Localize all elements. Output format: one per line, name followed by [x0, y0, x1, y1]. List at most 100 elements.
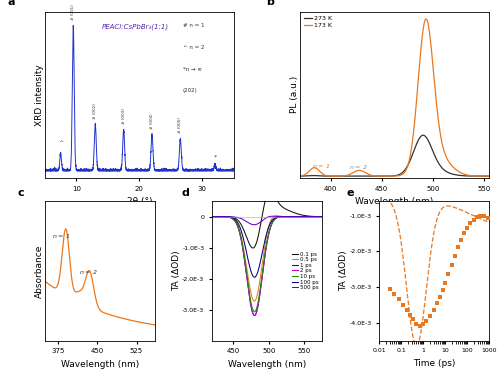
173 K — [380, 174, 386, 178]
Text: c: c — [17, 188, 24, 198]
0.1 ps — [319, 214, 325, 219]
Point — [470, 217, 478, 223]
Point — [426, 313, 434, 319]
Point — [441, 279, 449, 286]
500 ps — [319, 214, 325, 219]
273 K — [297, 174, 303, 178]
X-axis label: Time (ps): Time (ps) — [413, 359, 455, 368]
Point — [451, 252, 459, 259]
0.5 ps — [261, 248, 267, 252]
Text: b: b — [266, 0, 274, 7]
Text: # (001): # (001) — [71, 5, 75, 20]
Line: 0.5 ps: 0.5 ps — [212, 216, 325, 301]
Line: 10 ps: 10 ps — [212, 217, 325, 312]
100 ps — [261, 241, 267, 246]
Text: $n$ = 2: $n$ = 2 — [349, 163, 368, 171]
1 ps — [264, 238, 270, 243]
0.1 ps — [209, 214, 215, 219]
273 K — [346, 174, 352, 178]
2 ps — [261, 259, 267, 264]
Text: (202): (202) — [183, 88, 198, 93]
0.5 ps — [274, 214, 280, 218]
Text: $n$ = 2: $n$ = 2 — [79, 268, 98, 276]
0.5 ps — [264, 230, 270, 235]
1 ps — [251, 313, 257, 318]
1 ps — [282, 214, 288, 219]
Text: $n$ = 1: $n$ = 1 — [52, 231, 70, 240]
273 K — [467, 174, 473, 178]
2 ps — [298, 214, 304, 219]
1 ps — [322, 214, 328, 219]
Line: 500 ps: 500 ps — [212, 216, 325, 225]
100 ps — [209, 214, 215, 219]
Point — [439, 287, 447, 293]
100 ps — [298, 214, 304, 219]
Point — [419, 321, 427, 327]
1 ps — [298, 214, 304, 219]
0.5 ps — [209, 214, 215, 219]
100 ps — [251, 275, 257, 279]
2 ps — [319, 214, 325, 219]
Text: *n → ∞: *n → ∞ — [183, 67, 202, 72]
Text: $n$ = 1: $n$ = 1 — [312, 162, 330, 170]
100 ps — [322, 214, 328, 219]
Text: # (002): # (002) — [93, 103, 97, 119]
0.1 ps — [264, 192, 270, 196]
X-axis label: Wavelength (nm): Wavelength (nm) — [228, 360, 306, 369]
173 K — [297, 174, 303, 178]
Line: 273 K: 273 K — [300, 135, 494, 176]
0.5 ps — [251, 299, 257, 303]
10 ps — [261, 257, 267, 262]
10 ps — [319, 214, 325, 219]
273 K — [488, 174, 494, 178]
500 ps — [264, 215, 270, 220]
Point — [403, 307, 411, 313]
0.5 ps — [319, 214, 325, 219]
Point — [406, 312, 414, 318]
500 ps — [270, 214, 276, 219]
Text: # (004): # (004) — [150, 113, 154, 129]
500 ps — [209, 214, 215, 219]
0.1 ps — [261, 203, 267, 207]
2 ps — [209, 214, 215, 219]
173 K — [491, 174, 497, 178]
Y-axis label: PL (a.u.): PL (a.u.) — [289, 76, 298, 113]
Text: ^ n = 2: ^ n = 2 — [183, 45, 205, 50]
1 ps — [209, 214, 215, 219]
500 ps — [319, 214, 325, 219]
10 ps — [264, 238, 270, 243]
0.5 ps — [319, 214, 325, 219]
Point — [448, 262, 456, 268]
100 ps — [319, 214, 325, 219]
Point — [436, 294, 444, 300]
2 ps — [322, 214, 328, 219]
173 K — [423, 17, 429, 21]
2 ps — [319, 214, 325, 219]
Text: a: a — [7, 0, 14, 7]
Point — [409, 316, 417, 322]
10 ps — [319, 214, 325, 219]
Point — [463, 225, 471, 231]
273 K — [319, 174, 325, 178]
Point — [386, 286, 394, 292]
Point — [476, 212, 484, 219]
Line: 100 ps: 100 ps — [212, 217, 325, 277]
Y-axis label: TA (ΔOD): TA (ΔOD) — [172, 251, 181, 291]
Point — [480, 213, 488, 219]
273 K — [372, 174, 378, 178]
10 ps — [209, 214, 215, 219]
0.1 ps — [267, 188, 273, 193]
Y-axis label: TA (ΔOD): TA (ΔOD) — [339, 251, 348, 291]
273 K — [331, 174, 337, 178]
Point — [416, 323, 424, 329]
173 K — [319, 171, 325, 176]
100 ps — [215, 214, 221, 219]
0.1 ps — [250, 246, 256, 250]
10 ps — [251, 309, 257, 314]
Point — [434, 300, 442, 306]
Line: 1 ps: 1 ps — [212, 217, 325, 315]
0.1 ps — [319, 214, 325, 219]
1 ps — [215, 214, 221, 219]
173 K — [488, 174, 494, 178]
100 ps — [264, 229, 270, 234]
